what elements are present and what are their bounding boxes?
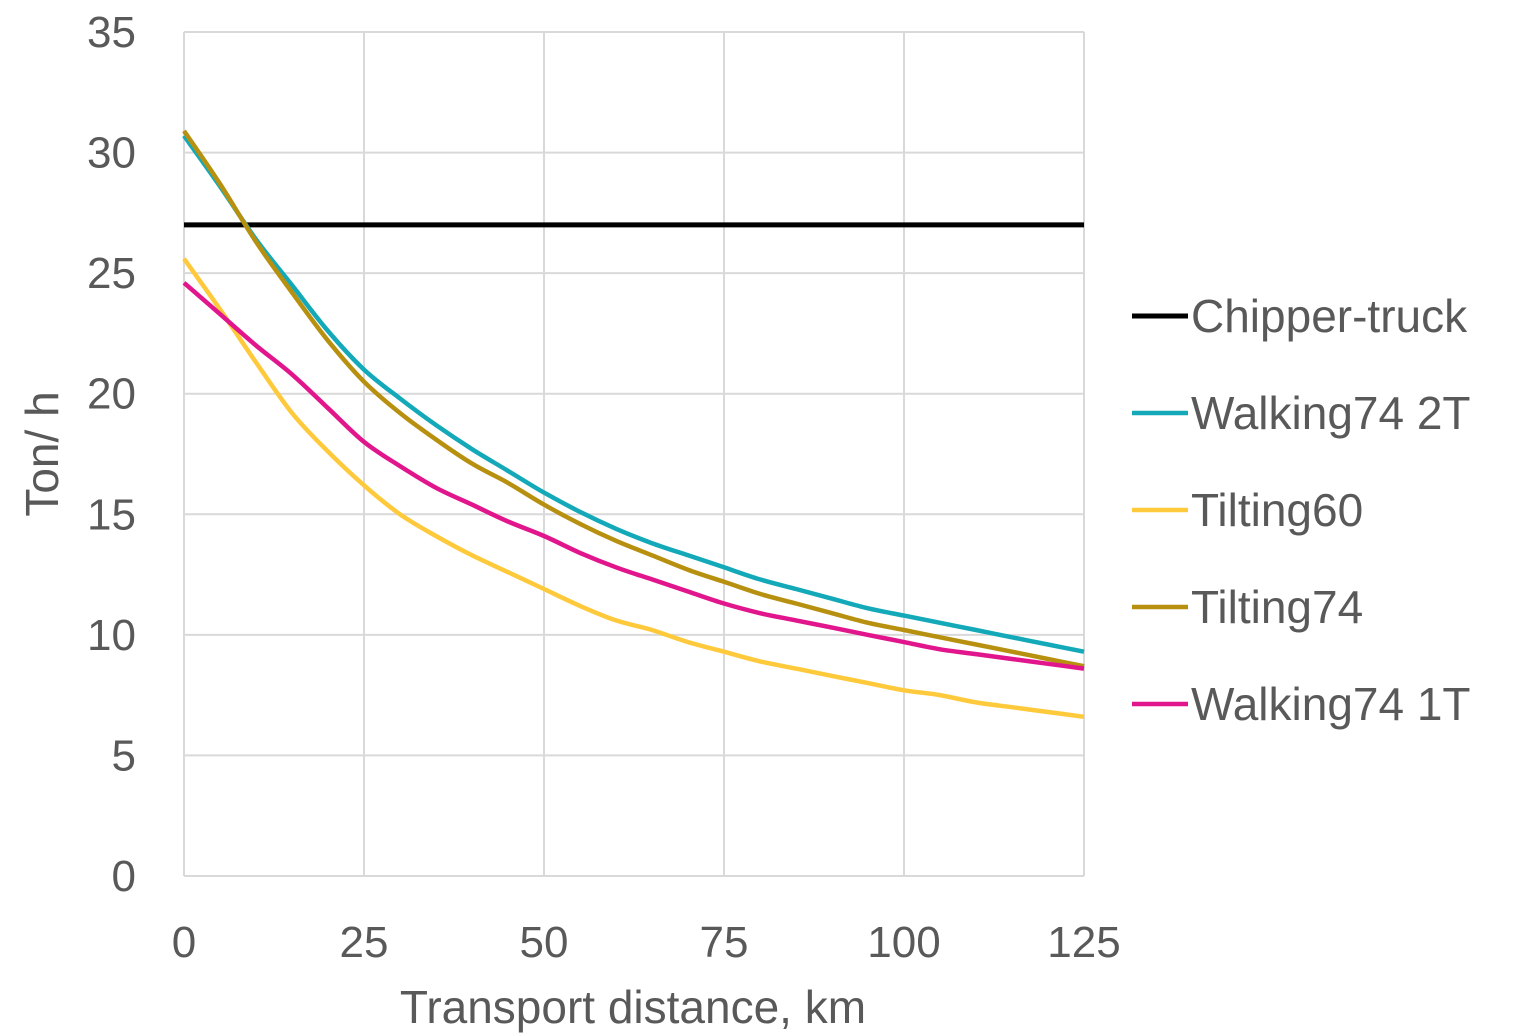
- x-axis-tick-labels: 0 25 50 75 100 125: [172, 918, 1121, 967]
- y-tick-label: 20: [87, 370, 136, 419]
- y-tick-label: 0: [112, 852, 136, 901]
- y-tick-label: 10: [87, 611, 136, 660]
- y-tick-label: 5: [112, 731, 136, 780]
- x-tick-label: 100: [867, 918, 940, 967]
- series-line-walking74-1t: [182, 281, 1085, 671]
- legend: Chipper-truck Walking74 2T Tilting60 Tiltin…: [1132, 290, 1471, 730]
- series-line-tilting60: [182, 257, 1085, 720]
- x-tick-label: 25: [340, 918, 389, 967]
- x-tick-label: 50: [520, 918, 569, 967]
- x-tick-label: 125: [1047, 918, 1120, 967]
- y-axis-title: Ton/ h: [16, 391, 68, 516]
- legend-label-walking74-1t: Walking74 1T: [1191, 678, 1471, 730]
- x-axis-title: Transport distance, km: [400, 981, 866, 1033]
- y-axis-tick-labels: 0 5 10 15 20 25 30 35: [87, 8, 136, 901]
- legend-label-tilting74: Tilting74: [1191, 581, 1363, 633]
- legend-label-chipper-truck: Chipper-truck: [1191, 290, 1468, 342]
- series-lines: [182, 129, 1085, 720]
- series-line-walking74-2t: [182, 134, 1085, 654]
- y-tick-label: 35: [87, 8, 136, 57]
- series-line-tilting74: [182, 129, 1085, 669]
- gridlines: [183, 31, 1085, 877]
- legend-label-tilting60: Tilting60: [1191, 484, 1363, 536]
- x-tick-label: 75: [700, 918, 749, 967]
- x-tick-label: 0: [172, 918, 196, 967]
- y-tick-label: 25: [87, 249, 136, 298]
- y-tick-label: 30: [87, 129, 136, 178]
- legend-label-walking74-2t: Walking74 2T: [1191, 387, 1471, 439]
- y-tick-label: 15: [87, 490, 136, 539]
